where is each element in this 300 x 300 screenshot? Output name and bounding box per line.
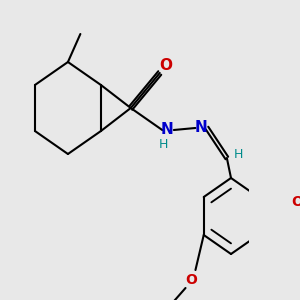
Text: N: N — [195, 121, 208, 136]
Text: O: O — [291, 195, 300, 209]
Text: N: N — [161, 122, 174, 137]
Text: O: O — [185, 273, 197, 287]
Text: O: O — [159, 58, 172, 74]
Text: H: H — [234, 148, 243, 160]
Text: H: H — [159, 137, 169, 151]
